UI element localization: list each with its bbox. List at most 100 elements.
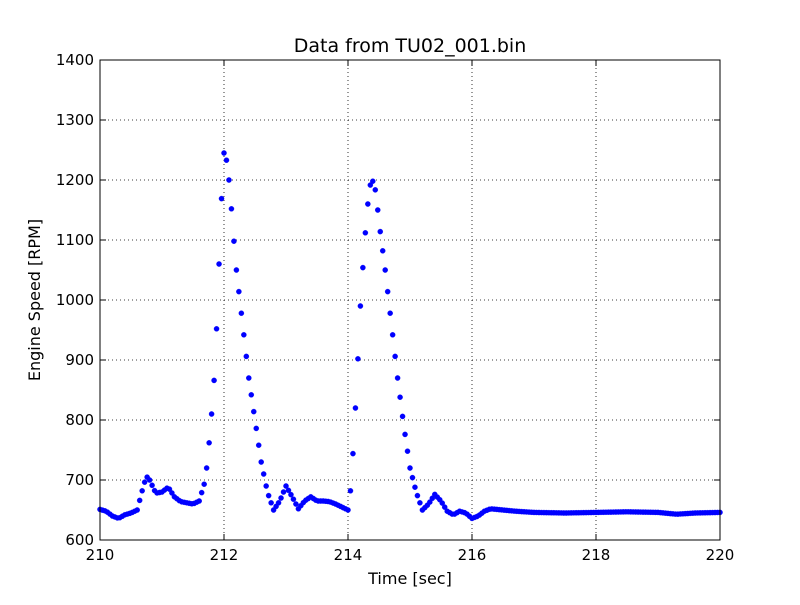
data-point	[427, 499, 433, 505]
data-point	[412, 484, 418, 490]
y-tick-label: 1300	[56, 111, 94, 129]
data-point	[139, 488, 145, 494]
data-point	[283, 483, 289, 489]
data-point	[347, 488, 354, 494]
data-point	[377, 228, 383, 235]
x-tick-label: 212	[210, 546, 239, 564]
data-point	[355, 356, 361, 362]
data-point	[293, 501, 299, 507]
data-point	[367, 182, 374, 188]
data-point	[169, 490, 175, 496]
axis-ticks: 210 212 214 216 218 220 600 700 800 900 1000 1100 12…	[56, 51, 735, 564]
data-point	[146, 477, 153, 483]
x-tick-label: 218	[582, 546, 611, 564]
data-point	[372, 187, 379, 193]
y-axis-label: Engine Speed [RPM]	[25, 219, 44, 381]
data-point	[280, 489, 287, 495]
data-point	[375, 207, 381, 213]
data-point	[198, 489, 205, 496]
data-point	[255, 442, 262, 448]
x-tick-label: 216	[458, 546, 487, 564]
data-point	[233, 267, 240, 273]
data-point	[218, 195, 225, 202]
data-point	[258, 459, 264, 465]
y-tick-label: 600	[65, 531, 94, 549]
y-tick-label: 700	[65, 471, 94, 489]
data-point	[407, 465, 413, 471]
data-point	[360, 264, 366, 271]
data-point	[285, 487, 292, 494]
data-point	[392, 353, 398, 360]
data-point	[394, 375, 401, 381]
data-point	[231, 238, 237, 244]
data-point	[226, 177, 232, 183]
data-point	[246, 375, 252, 381]
data-point	[263, 483, 269, 489]
data-point	[208, 411, 215, 417]
x-tick-label: 220	[706, 546, 735, 564]
data-point	[216, 261, 222, 267]
data-point	[439, 500, 445, 506]
data-point	[228, 206, 235, 212]
data-point	[134, 507, 140, 513]
data-point	[251, 408, 257, 415]
data-point	[417, 500, 423, 506]
data-point	[260, 471, 267, 477]
y-tick-label: 1400	[56, 51, 94, 69]
data-point	[196, 498, 202, 504]
y-tick-label: 900	[65, 351, 94, 369]
data-point	[441, 504, 448, 510]
data-point	[136, 497, 143, 504]
data-point	[382, 267, 388, 273]
data-point	[362, 230, 369, 236]
x-tick-label: 210	[86, 546, 115, 564]
data-point	[404, 448, 411, 454]
chart-title: Data from TU02_001.bin	[294, 35, 527, 57]
data-point	[389, 332, 396, 338]
data-point	[345, 507, 351, 513]
data-point	[248, 392, 255, 398]
data-point	[384, 288, 391, 295]
data-point	[290, 496, 297, 502]
data-point	[238, 310, 245, 316]
data-point	[211, 377, 217, 384]
data-point	[379, 248, 386, 254]
data-point	[203, 465, 210, 471]
data-point	[149, 482, 155, 489]
data-point	[275, 500, 282, 506]
data-point	[414, 492, 421, 499]
data-point	[201, 481, 207, 487]
data-point	[402, 431, 408, 438]
data-point	[370, 178, 376, 184]
data-point	[409, 474, 416, 481]
data-points	[97, 150, 723, 522]
data-point	[221, 150, 227, 156]
data-point	[253, 425, 259, 432]
data-point	[213, 326, 220, 332]
data-point	[166, 486, 173, 492]
data-point	[288, 491, 294, 498]
y-tick-label: 1200	[56, 171, 94, 189]
y-tick-label: 1000	[56, 291, 94, 309]
data-point	[397, 394, 403, 400]
data-point	[268, 500, 274, 506]
x-tick-label: 214	[334, 546, 363, 564]
data-point	[223, 157, 230, 163]
data-point	[387, 310, 393, 316]
x-axis-label: Time [sec]	[367, 569, 452, 588]
data-point	[365, 201, 371, 207]
data-point	[350, 450, 356, 457]
y-tick-label: 800	[65, 411, 94, 429]
y-tick-label: 1100	[56, 231, 94, 249]
data-point	[399, 413, 406, 420]
data-point	[206, 440, 212, 446]
data-point	[141, 479, 148, 485]
data-point	[278, 495, 284, 501]
data-point	[352, 405, 359, 411]
data-point	[243, 353, 250, 360]
data-point	[241, 332, 247, 338]
data-point	[357, 303, 364, 309]
data-point	[265, 492, 272, 499]
